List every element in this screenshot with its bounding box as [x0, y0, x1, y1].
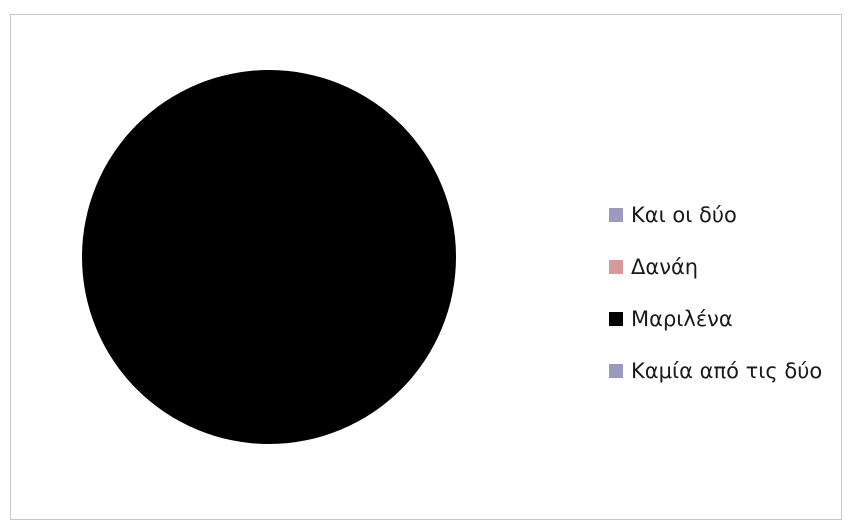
legend-swatch [609, 312, 623, 326]
legend-item-marilena: Μαριλένα [609, 293, 822, 345]
legend-swatch [609, 208, 623, 222]
pie-chart [82, 70, 456, 444]
legend-label: Καμία από τις δύο [631, 359, 823, 383]
legend-label: Μαριλένα [631, 307, 733, 331]
legend-item-kamia-apo-tis-dyo: Καμία από τις δύο [609, 345, 822, 397]
legend-item-kai-oi-dyo: Και οι δύο [609, 189, 822, 241]
legend: Και οι δύο Δανάη Μαριλένα Καμία από τις … [609, 189, 822, 397]
pie-slice-3 [82, 70, 456, 444]
pie-slices [82, 70, 456, 444]
legend-swatch [609, 364, 623, 378]
legend-label: Δανάη [631, 255, 699, 279]
legend-label: Και οι δύο [631, 203, 737, 227]
chart-area: Και οι δύο Δανάη Μαριλένα Καμία από τις … [10, 14, 842, 520]
legend-swatch [609, 260, 623, 274]
legend-item-danai: Δανάη [609, 241, 822, 293]
